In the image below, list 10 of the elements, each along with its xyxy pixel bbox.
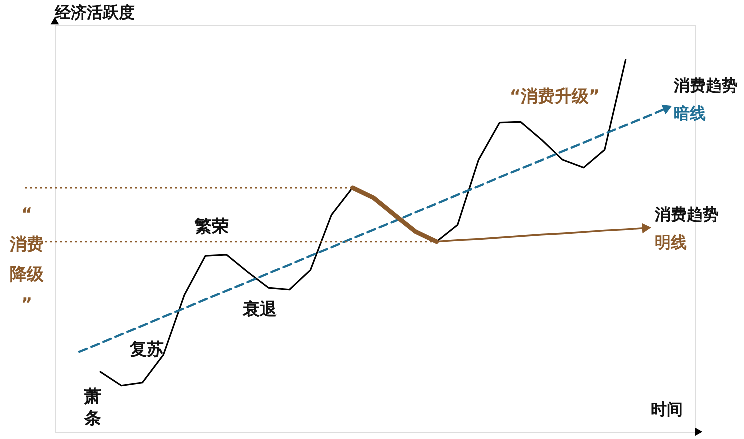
annotation: 繁荣 (194, 217, 229, 237)
annotation: 复苏 (129, 340, 164, 360)
annotation: 萧条 (84, 387, 102, 429)
annotation: 衰退 (242, 300, 277, 320)
x-axis-title: 时间 (651, 400, 683, 419)
series-label: 消费趋势暗线 (672, 76, 738, 123)
y-axis-title: 经济活跃度 (54, 3, 135, 22)
text: “消费降级” (9, 205, 45, 315)
annotation: “消费升级” (510, 87, 600, 107)
series-label: 消费趋势明线 (654, 205, 719, 252)
